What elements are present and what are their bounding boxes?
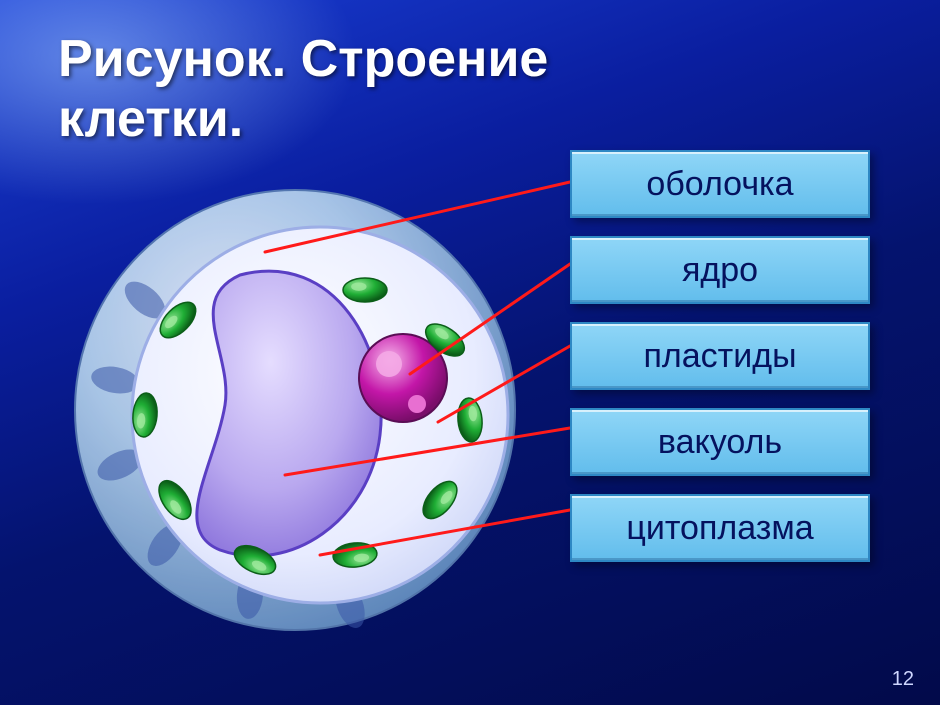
label-cytoplasm: цитоплазма bbox=[570, 494, 870, 562]
slide: Рисунок. Строение клетки. bbox=[0, 0, 940, 705]
label-column: оболочка ядро пластиды вакуоль цитоплазм… bbox=[570, 150, 870, 562]
label-membrane: оболочка bbox=[570, 150, 870, 218]
label-vacuole: вакуоль bbox=[570, 408, 870, 476]
label-plastids: пластиды bbox=[570, 322, 870, 390]
label-nucleus: ядро bbox=[570, 236, 870, 304]
page-number: 12 bbox=[892, 668, 914, 691]
slide-title: Рисунок. Строение клетки. bbox=[58, 30, 698, 150]
